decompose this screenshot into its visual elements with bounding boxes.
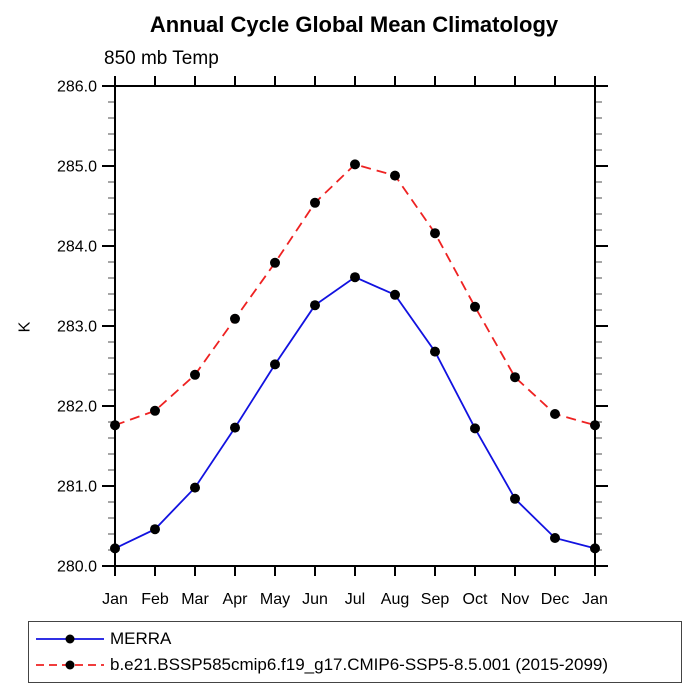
legend-label-model: b.e21.BSSP585cmip6.f19_g17.CMIP6-SSP5-8.… — [110, 654, 609, 674]
y-tick-label: 283.0 — [57, 319, 97, 336]
data-point — [510, 372, 520, 383]
data-point — [430, 346, 440, 357]
data-point — [270, 257, 280, 268]
y-major-ticks — [102, 85, 608, 567]
legend-item-model: b.e21.BSSP585cmip6.f19_g17.CMIP6-SSP5-8.… — [33, 655, 681, 675]
legend-marker-icon — [65, 634, 75, 644]
x-tick-label: Apr — [223, 591, 249, 608]
legend-item-merra: MERRA — [33, 629, 681, 649]
data-point — [550, 533, 560, 543]
y-tick-label: 280.0 — [57, 559, 97, 576]
x-tick-label: Sep — [421, 591, 450, 608]
y-tick-label: 284.0 — [57, 239, 97, 256]
data-point — [150, 524, 160, 535]
legend-sample-model-line — [36, 660, 104, 670]
plot-canvas: 280.0 281.0 282.0 283.0 284.0 285.0 286.0 Jan Fe… — [57, 76, 608, 608]
data-point — [110, 543, 120, 554]
chart-subtitle: 850 mb Temp — [104, 48, 219, 69]
data-point — [590, 543, 600, 554]
data-point — [190, 369, 200, 380]
x-tick-label: Dec — [541, 591, 569, 608]
x-tick-label: Jul — [345, 591, 365, 608]
data-point — [470, 423, 480, 434]
x-tick-label: May — [260, 591, 290, 608]
x-tick-label: Mar — [181, 591, 209, 608]
y-tick-label: 286.0 — [57, 79, 97, 96]
data-point — [150, 405, 160, 416]
data-point — [230, 422, 240, 433]
chart-title: Annual Cycle Global Mean Climatology — [149, 12, 559, 37]
series-markers-0 — [110, 272, 600, 554]
x-tick-label: Feb — [141, 591, 169, 608]
legend-sample-merra-line — [36, 634, 104, 644]
data-point — [510, 493, 520, 504]
series-line-0 — [114, 276, 596, 550]
data-point — [110, 420, 120, 431]
data-point — [230, 313, 240, 324]
series-markers-1 — [110, 159, 600, 431]
series-line-1 — [114, 163, 596, 427]
x-tick-label: Oct — [463, 591, 488, 608]
x-tick-label: Jan — [102, 591, 128, 608]
data-point — [190, 482, 200, 493]
data-point — [310, 300, 320, 311]
y-tick-label: 285.0 — [57, 159, 97, 176]
data-point — [390, 289, 400, 300]
data-point — [470, 301, 480, 312]
data-point — [390, 170, 400, 181]
plot-frame — [114, 85, 596, 567]
x-tick-labels: Jan Feb Mar Apr May Jun Jul Aug Sep Oct Nov Dec Jan — [102, 591, 608, 608]
x-tick-label: Jan — [582, 591, 608, 608]
data-point — [550, 409, 560, 419]
month-ticks — [114, 76, 596, 576]
y-tick-labels: 280.0 281.0 282.0 283.0 284.0 285.0 286.0 — [57, 79, 97, 576]
x-tick-label: Aug — [381, 591, 409, 608]
data-point — [430, 228, 440, 239]
x-tick-label: Jun — [302, 591, 328, 608]
y-tick-label: 281.0 — [57, 479, 97, 496]
data-point — [590, 420, 600, 431]
legend-marker-icon — [65, 660, 75, 670]
data-point — [270, 359, 280, 370]
data-point — [310, 197, 320, 208]
x-tick-label: Nov — [501, 591, 529, 608]
legend-box: MERRA b.e21.BSSP585cmip6.f19_g17.CMIP6-S… — [28, 621, 682, 683]
data-point — [350, 159, 360, 170]
y-tick-label: 282.0 — [57, 399, 97, 416]
legend-label-merra: MERRA — [110, 629, 172, 649]
data-point — [350, 272, 360, 283]
